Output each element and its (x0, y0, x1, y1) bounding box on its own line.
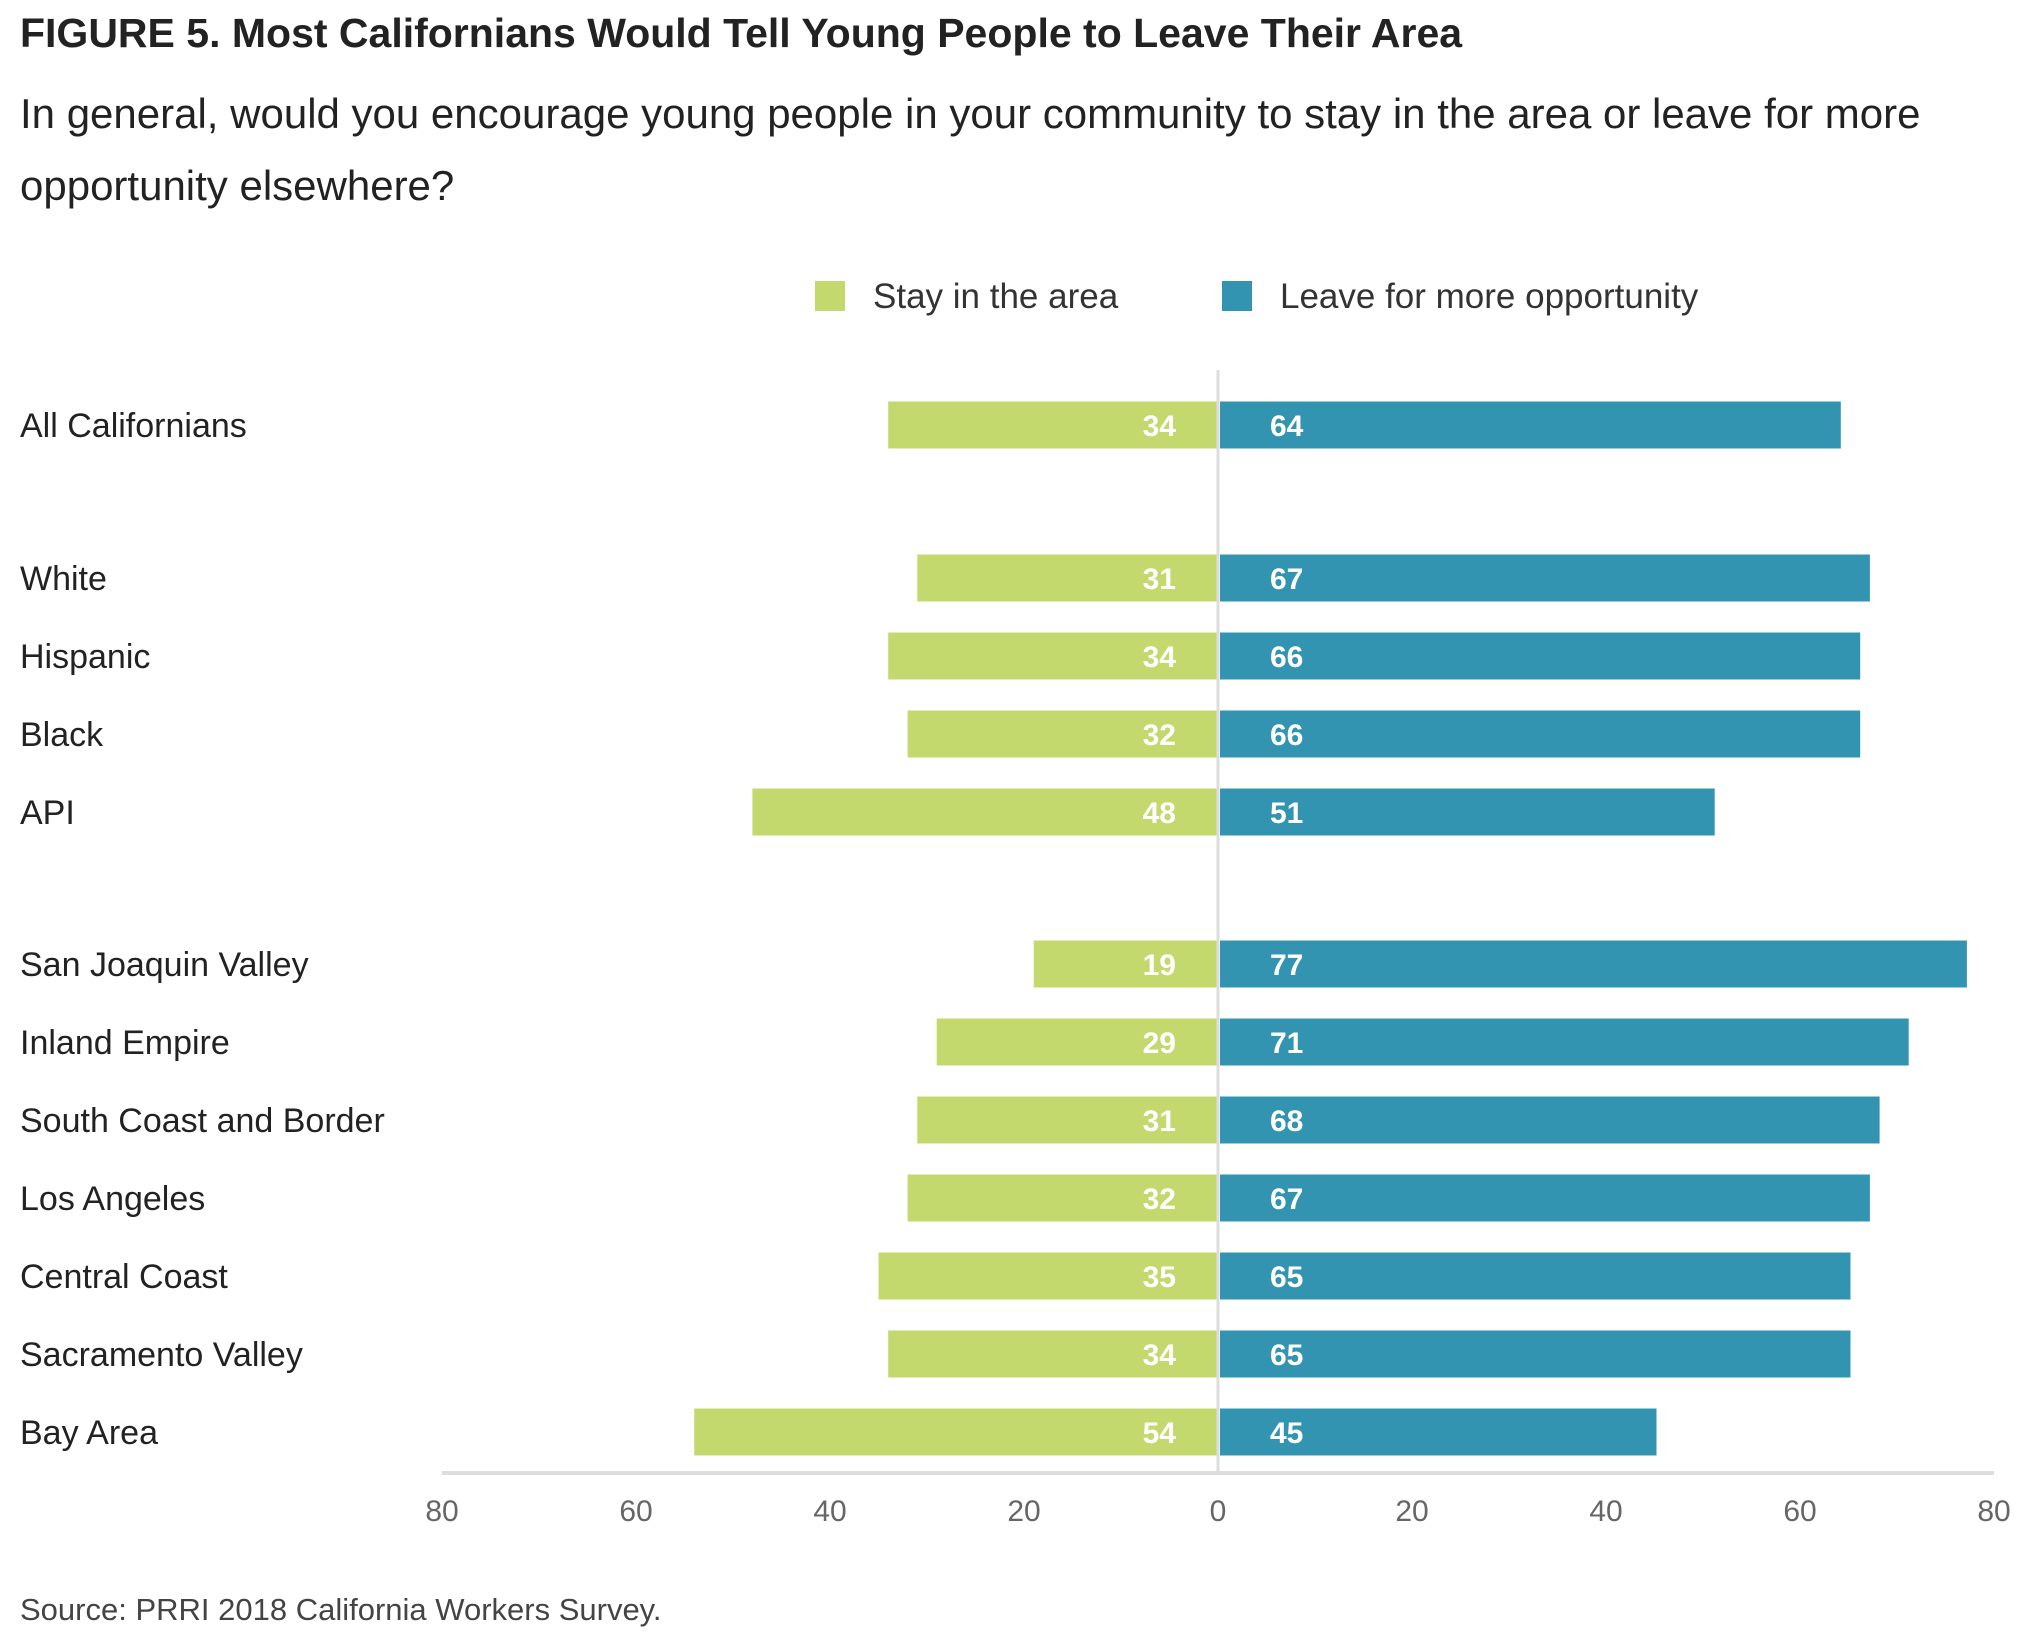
bar-stay (907, 1174, 1218, 1222)
value-label-leave: 77 (1270, 949, 1303, 982)
x-tick-label: 20 (1395, 1495, 1428, 1528)
category-label: Central Coast (20, 1258, 228, 1296)
value-label-stay: 34 (1143, 1339, 1177, 1372)
x-tick-label: 80 (425, 1495, 458, 1528)
source-note: Source: PRRI 2018 California Workers Sur… (20, 1592, 662, 1627)
value-label-stay: 54 (1143, 1417, 1177, 1450)
value-label-leave: 66 (1270, 641, 1303, 674)
legend-leave-swatch (1222, 281, 1252, 311)
category-label: Inland Empire (20, 1024, 230, 1062)
bar-stay (1033, 940, 1218, 988)
bar-leave (1220, 710, 1861, 758)
bar-stay (888, 401, 1218, 449)
legend-leave-label: Leave for more opportunity (1280, 277, 1699, 316)
category-label: Hispanic (20, 638, 150, 676)
value-label-leave: 68 (1270, 1105, 1303, 1138)
value-label-stay: 31 (1143, 563, 1176, 596)
bar-stay (752, 788, 1218, 836)
category-label: Los Angeles (20, 1180, 205, 1218)
legend-stay-swatch (815, 281, 845, 311)
category-label: Bay Area (20, 1414, 158, 1452)
chart-title: FIGURE 5. Most Californians Would Tell Y… (20, 10, 1463, 56)
category-label: South Coast and Border (20, 1102, 385, 1140)
bar-leave (1220, 1096, 1880, 1144)
bar-stay (694, 1408, 1218, 1456)
value-label-stay: 32 (1143, 719, 1176, 752)
value-label-leave: 71 (1270, 1027, 1303, 1060)
category-label: Black (20, 716, 104, 754)
bar-stay (917, 1096, 1218, 1144)
bar-leave (1220, 1408, 1657, 1456)
bar-leave (1220, 788, 1715, 836)
value-label-stay: 31 (1143, 1105, 1176, 1138)
bar-leave (1220, 1018, 1909, 1066)
value-label-leave: 64 (1270, 410, 1304, 443)
x-tick-label: 60 (619, 1495, 652, 1528)
value-label-stay: 34 (1143, 641, 1177, 674)
bar-leave (1220, 940, 1967, 988)
category-label: San Joaquin Valley (20, 946, 309, 984)
bar-leave (1220, 401, 1841, 449)
x-tick-label: 0 (1210, 1495, 1227, 1528)
category-label: White (20, 560, 107, 598)
x-tick-label: 40 (1589, 1495, 1622, 1528)
value-label-stay: 48 (1143, 797, 1176, 830)
value-label-leave: 51 (1270, 797, 1303, 830)
value-label-leave: 66 (1270, 719, 1303, 752)
bar-stay (907, 710, 1218, 758)
x-tick-label: 40 (813, 1495, 846, 1528)
bar-leave (1220, 554, 1870, 602)
value-label-leave: 67 (1270, 563, 1303, 596)
x-tick-label: 60 (1783, 1495, 1816, 1528)
value-label-stay: 32 (1143, 1183, 1176, 1216)
bar-leave (1220, 1252, 1851, 1300)
x-tick-label: 20 (1007, 1495, 1040, 1528)
value-label-stay: 34 (1143, 410, 1177, 443)
bar-leave (1220, 1330, 1851, 1378)
bar-stay (917, 554, 1218, 602)
bar-leave (1220, 1174, 1870, 1222)
bar-stay (888, 1330, 1218, 1378)
bar-stay (888, 632, 1218, 680)
value-label-stay: 35 (1143, 1261, 1176, 1294)
x-tick-label: 80 (1977, 1495, 2010, 1528)
category-label: Sacramento Valley (20, 1336, 303, 1374)
value-label-stay: 29 (1143, 1027, 1176, 1060)
bar-stay (936, 1018, 1218, 1066)
value-label-leave: 65 (1270, 1261, 1303, 1294)
chart-subtitle: In general, would you encourage young pe… (20, 90, 1921, 209)
value-label-stay: 19 (1143, 949, 1176, 982)
category-label: API (20, 794, 75, 832)
value-label-leave: 65 (1270, 1339, 1303, 1372)
legend-stay-label: Stay in the area (873, 277, 1119, 316)
category-label: All Californians (20, 407, 247, 445)
bar-leave (1220, 632, 1861, 680)
diverging-bar-chart: All Californians 34 64 White 31 67 Hispanic 34 6… (20, 277, 2011, 1528)
bar-stay (878, 1252, 1218, 1300)
value-label-leave: 67 (1270, 1183, 1303, 1216)
value-label-leave: 45 (1270, 1417, 1303, 1450)
